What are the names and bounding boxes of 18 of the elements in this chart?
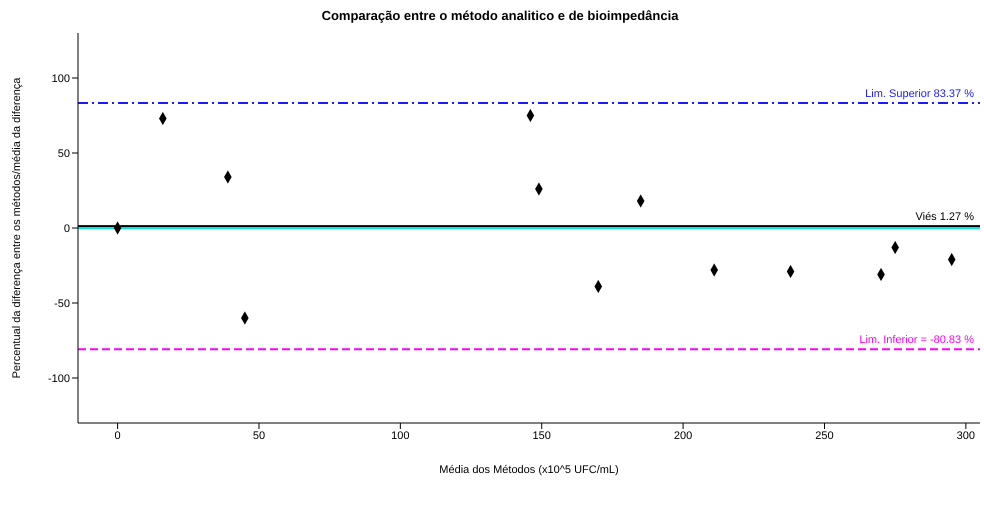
x-tick-label: 100 xyxy=(391,430,410,442)
ref-line-label: Viés 1.27 % xyxy=(915,211,974,224)
x-axis-title: Média dos Métodos (x10^5 UFC/mL) xyxy=(439,464,619,476)
y-tick-label: 50 xyxy=(58,148,70,160)
chart-title: Comparação entre o método analitico e de bioimpedância xyxy=(320,8,680,23)
x-tick-label: 250 xyxy=(815,430,834,442)
y-tick-label: -50 xyxy=(54,298,70,310)
y-tick-label: 0 xyxy=(64,222,70,235)
x-tick-label: 0 xyxy=(114,430,121,442)
y-tick-label: 100 xyxy=(52,72,70,85)
x-tick-label: 200 xyxy=(674,430,692,442)
x-tick-label: 50 xyxy=(252,430,266,442)
x-tick-label: 150 xyxy=(532,430,551,442)
y-axis-title: Percentual da diferença entre os métodos/média da diferença xyxy=(10,76,23,378)
ref-line-label: Lim. Superior 83.37 % xyxy=(865,88,974,100)
ref-line-label: Lim. Inferior = -80.83 % xyxy=(859,334,974,346)
x-tick-label: 300 xyxy=(956,430,976,442)
y-tick-label: -100 xyxy=(48,372,70,385)
